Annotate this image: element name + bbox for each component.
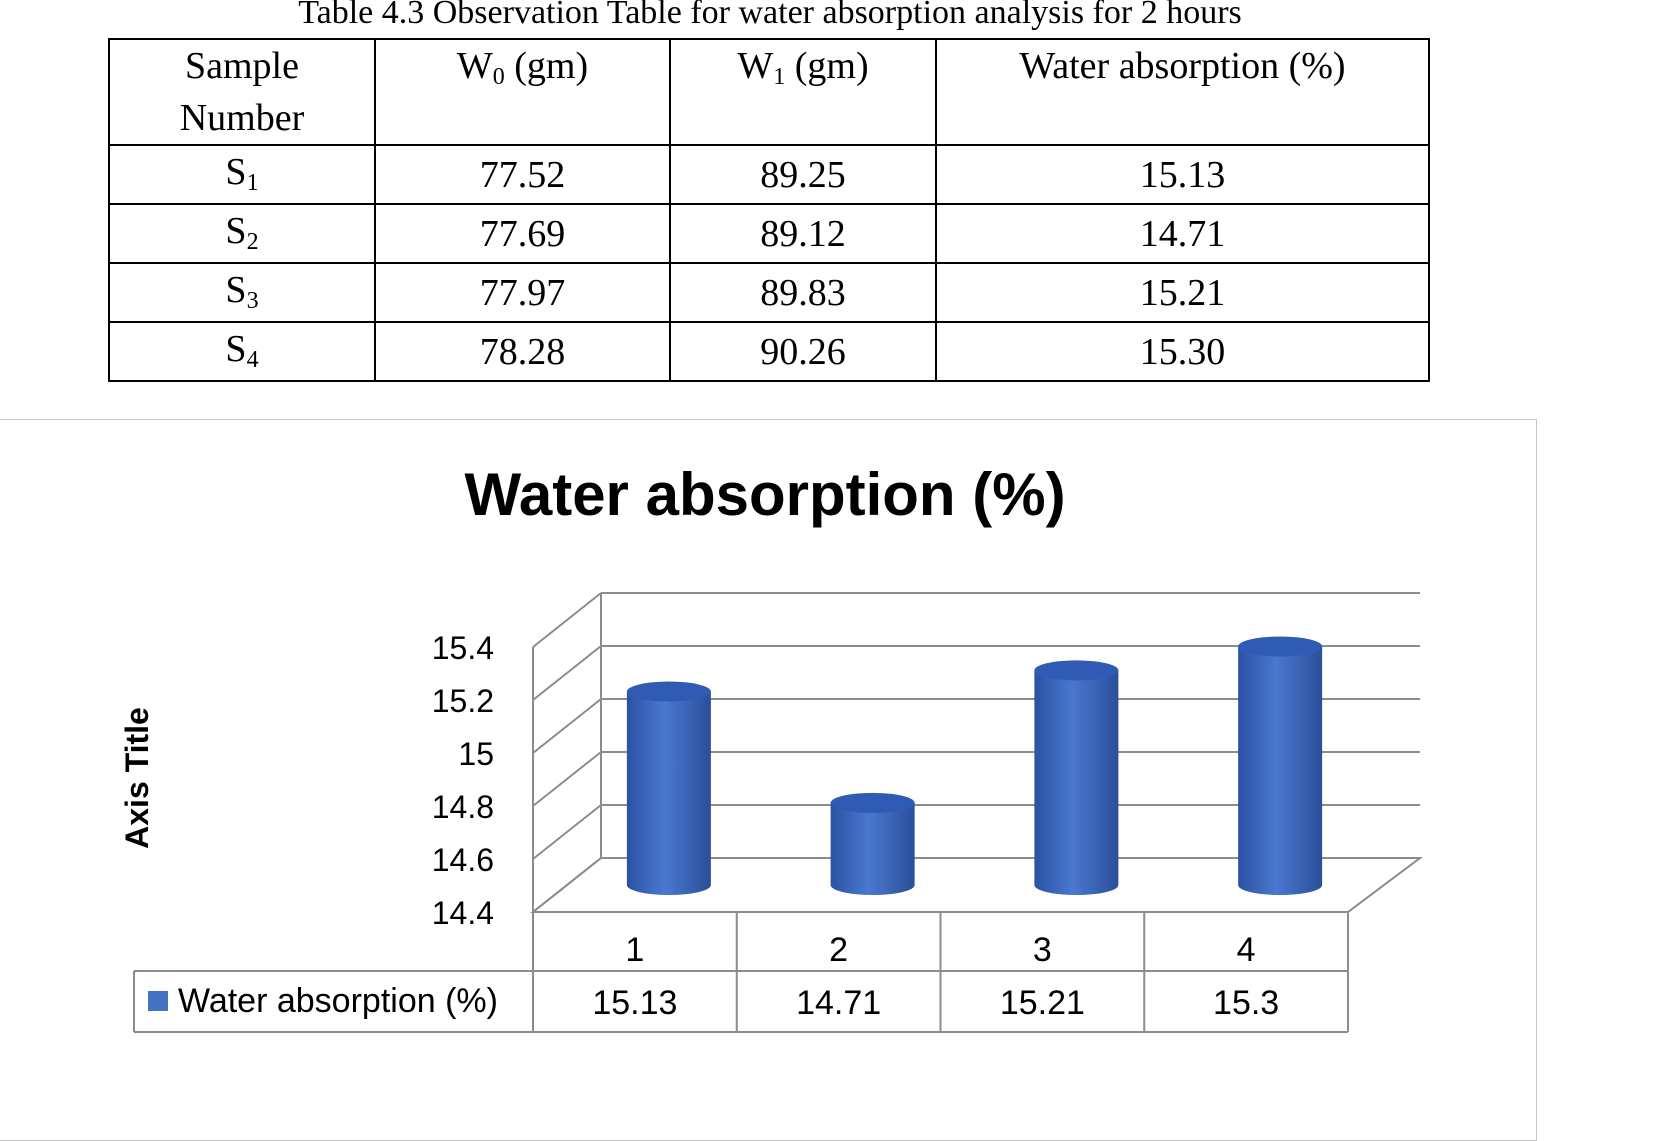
legend-swatch [148,991,168,1011]
header-water-absorption-label: Water absorption (%) [1019,45,1346,87]
header-sample-number: Sample Number [108,38,376,146]
cell-sample-main: S [225,269,247,311]
bar-body [1238,646,1323,895]
cell-water-absorption: 14.71 [935,203,1430,264]
cell-sample-main: S [225,151,247,193]
table-row: S3 77.97 89.83 15.21 [108,262,1430,323]
cell-water-absorption: 15.21 [935,262,1430,323]
cell-sample: S2 [108,203,376,264]
bar-body [626,691,711,895]
cell-sample-sub: 4 [246,347,259,373]
y-tick-label: 15.2 [432,683,494,719]
cell-sample-sub: 3 [246,288,259,314]
bar-body [830,802,915,895]
header-w0: W0 (gm) [374,38,671,146]
data-label: 15.21 [1000,984,1085,1022]
gridline-side [532,592,602,648]
y-tick-label: 14.8 [432,789,494,825]
chart-data-table: 1 15.13 2 14.71 3 15.21 4 15.3 Water absorption … [133,913,1349,1033]
cell-sample-sub: 1 [246,170,259,196]
table-caption: Table 4.3 Observation Table for water ab… [298,0,1242,31]
gridline-side [532,698,602,754]
cell-w1: 89.83 [669,262,937,323]
cell-w0: 77.97 [374,262,671,323]
x-category-label: 2 [829,931,848,969]
cell-w0: 77.69 [374,203,671,264]
bar [626,681,711,895]
table-row: S1 77.52 89.25 15.13 [108,144,1430,205]
y-axis-ticks: 14.4 14.6 14.8 15 15.2 15.4 [432,630,494,931]
header-w1-main: W [737,45,774,87]
data-label: 15.13 [592,984,677,1022]
bar [1034,660,1119,895]
x-category-label: 3 [1033,931,1052,969]
y-tick-label: 15 [458,736,494,772]
cell-sample: S1 [108,144,376,205]
legend-label: Water absorption (%) [178,982,498,1020]
bar-top [626,681,711,702]
chart-title: Water absorption (%) [464,461,1065,528]
data-label: 15.3 [1213,984,1279,1022]
header-sample-line1: Sample [185,45,299,87]
cell-sample: S3 [108,262,376,323]
table-row: S4 78.28 90.26 15.30 [108,321,1430,382]
x-category-label: 4 [1237,931,1256,969]
cell-sample: S4 [108,321,376,382]
header-w0-main: W [456,45,493,87]
chart-bars [626,636,1323,895]
y-tick-label: 14.6 [432,842,494,878]
bar-body [1034,670,1119,895]
header-w1: W1 (gm) [669,38,937,146]
bar-top [1034,660,1119,681]
cell-w0: 78.28 [374,321,671,382]
cell-sample-main: S [225,328,247,370]
gridline-side [532,751,602,807]
gridline-side [532,804,602,860]
cell-water-absorption: 15.13 [935,144,1430,205]
y-tick-label: 14.4 [432,895,494,931]
header-sample-line2: Number [179,97,305,139]
table-row: S2 77.69 89.12 14.71 [108,203,1430,264]
cell-sample-main: S [225,210,247,252]
observation-table: Sample Number W0 (gm) W1 (gm) Water abso… [108,38,1430,382]
gridline-side [532,645,602,701]
table-header-row: Sample Number W0 (gm) W1 (gm) Water abso… [108,38,1430,146]
x-category-label: 1 [625,931,644,969]
bar [830,792,915,895]
chart-floor [530,857,1423,913]
header-w0-unit: (gm) [504,45,589,87]
data-label: 14.71 [796,984,881,1022]
header-w1-unit: (gm) [785,45,869,87]
header-w0-sub: 0 [492,64,505,90]
cell-water-absorption: 15.30 [935,321,1430,382]
header-water-absorption: Water absorption (%) [935,38,1430,146]
bar-top [1238,636,1323,657]
bar [1238,636,1323,895]
cell-w1: 90.26 [669,321,937,382]
cell-w0: 77.52 [374,144,671,205]
cell-w1: 89.25 [669,144,937,205]
header-w1-sub: 1 [773,64,786,90]
cell-w1: 89.12 [669,203,937,264]
y-tick-label: 15.4 [432,630,494,666]
bar-top [830,792,915,813]
y-axis-title: Axis Title [119,707,155,849]
cell-sample-sub: 2 [246,229,259,255]
